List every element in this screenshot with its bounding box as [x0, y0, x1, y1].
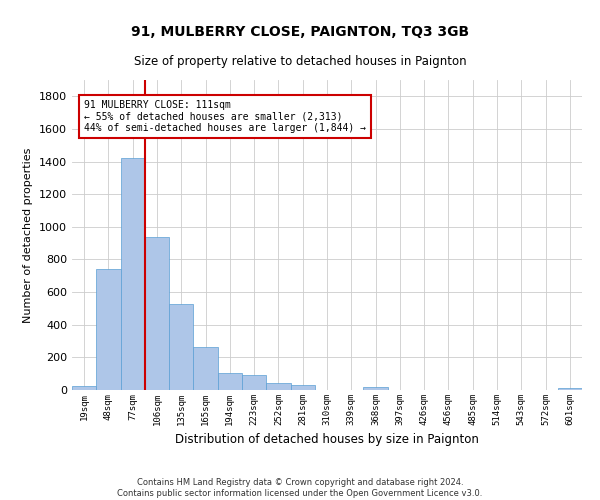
- Y-axis label: Number of detached properties: Number of detached properties: [23, 148, 34, 322]
- Bar: [242, 375, 266, 390]
- Bar: [558, 388, 582, 390]
- Bar: [72, 386, 96, 390]
- Bar: [121, 158, 145, 390]
- Text: Size of property relative to detached houses in Paignton: Size of property relative to detached ho…: [134, 55, 466, 68]
- Text: Contains HM Land Registry data © Crown copyright and database right 2024.
Contai: Contains HM Land Registry data © Crown c…: [118, 478, 482, 498]
- Bar: [193, 347, 218, 390]
- Bar: [266, 384, 290, 390]
- Text: 91 MULBERRY CLOSE: 111sqm
← 55% of detached houses are smaller (2,313)
44% of se: 91 MULBERRY CLOSE: 111sqm ← 55% of detac…: [84, 100, 366, 133]
- Bar: [169, 304, 193, 390]
- Bar: [145, 236, 169, 390]
- Bar: [96, 270, 121, 390]
- Bar: [218, 373, 242, 390]
- X-axis label: Distribution of detached houses by size in Paignton: Distribution of detached houses by size …: [175, 434, 479, 446]
- Text: 91, MULBERRY CLOSE, PAIGNTON, TQ3 3GB: 91, MULBERRY CLOSE, PAIGNTON, TQ3 3GB: [131, 25, 469, 39]
- Bar: [364, 388, 388, 390]
- Bar: [290, 386, 315, 390]
